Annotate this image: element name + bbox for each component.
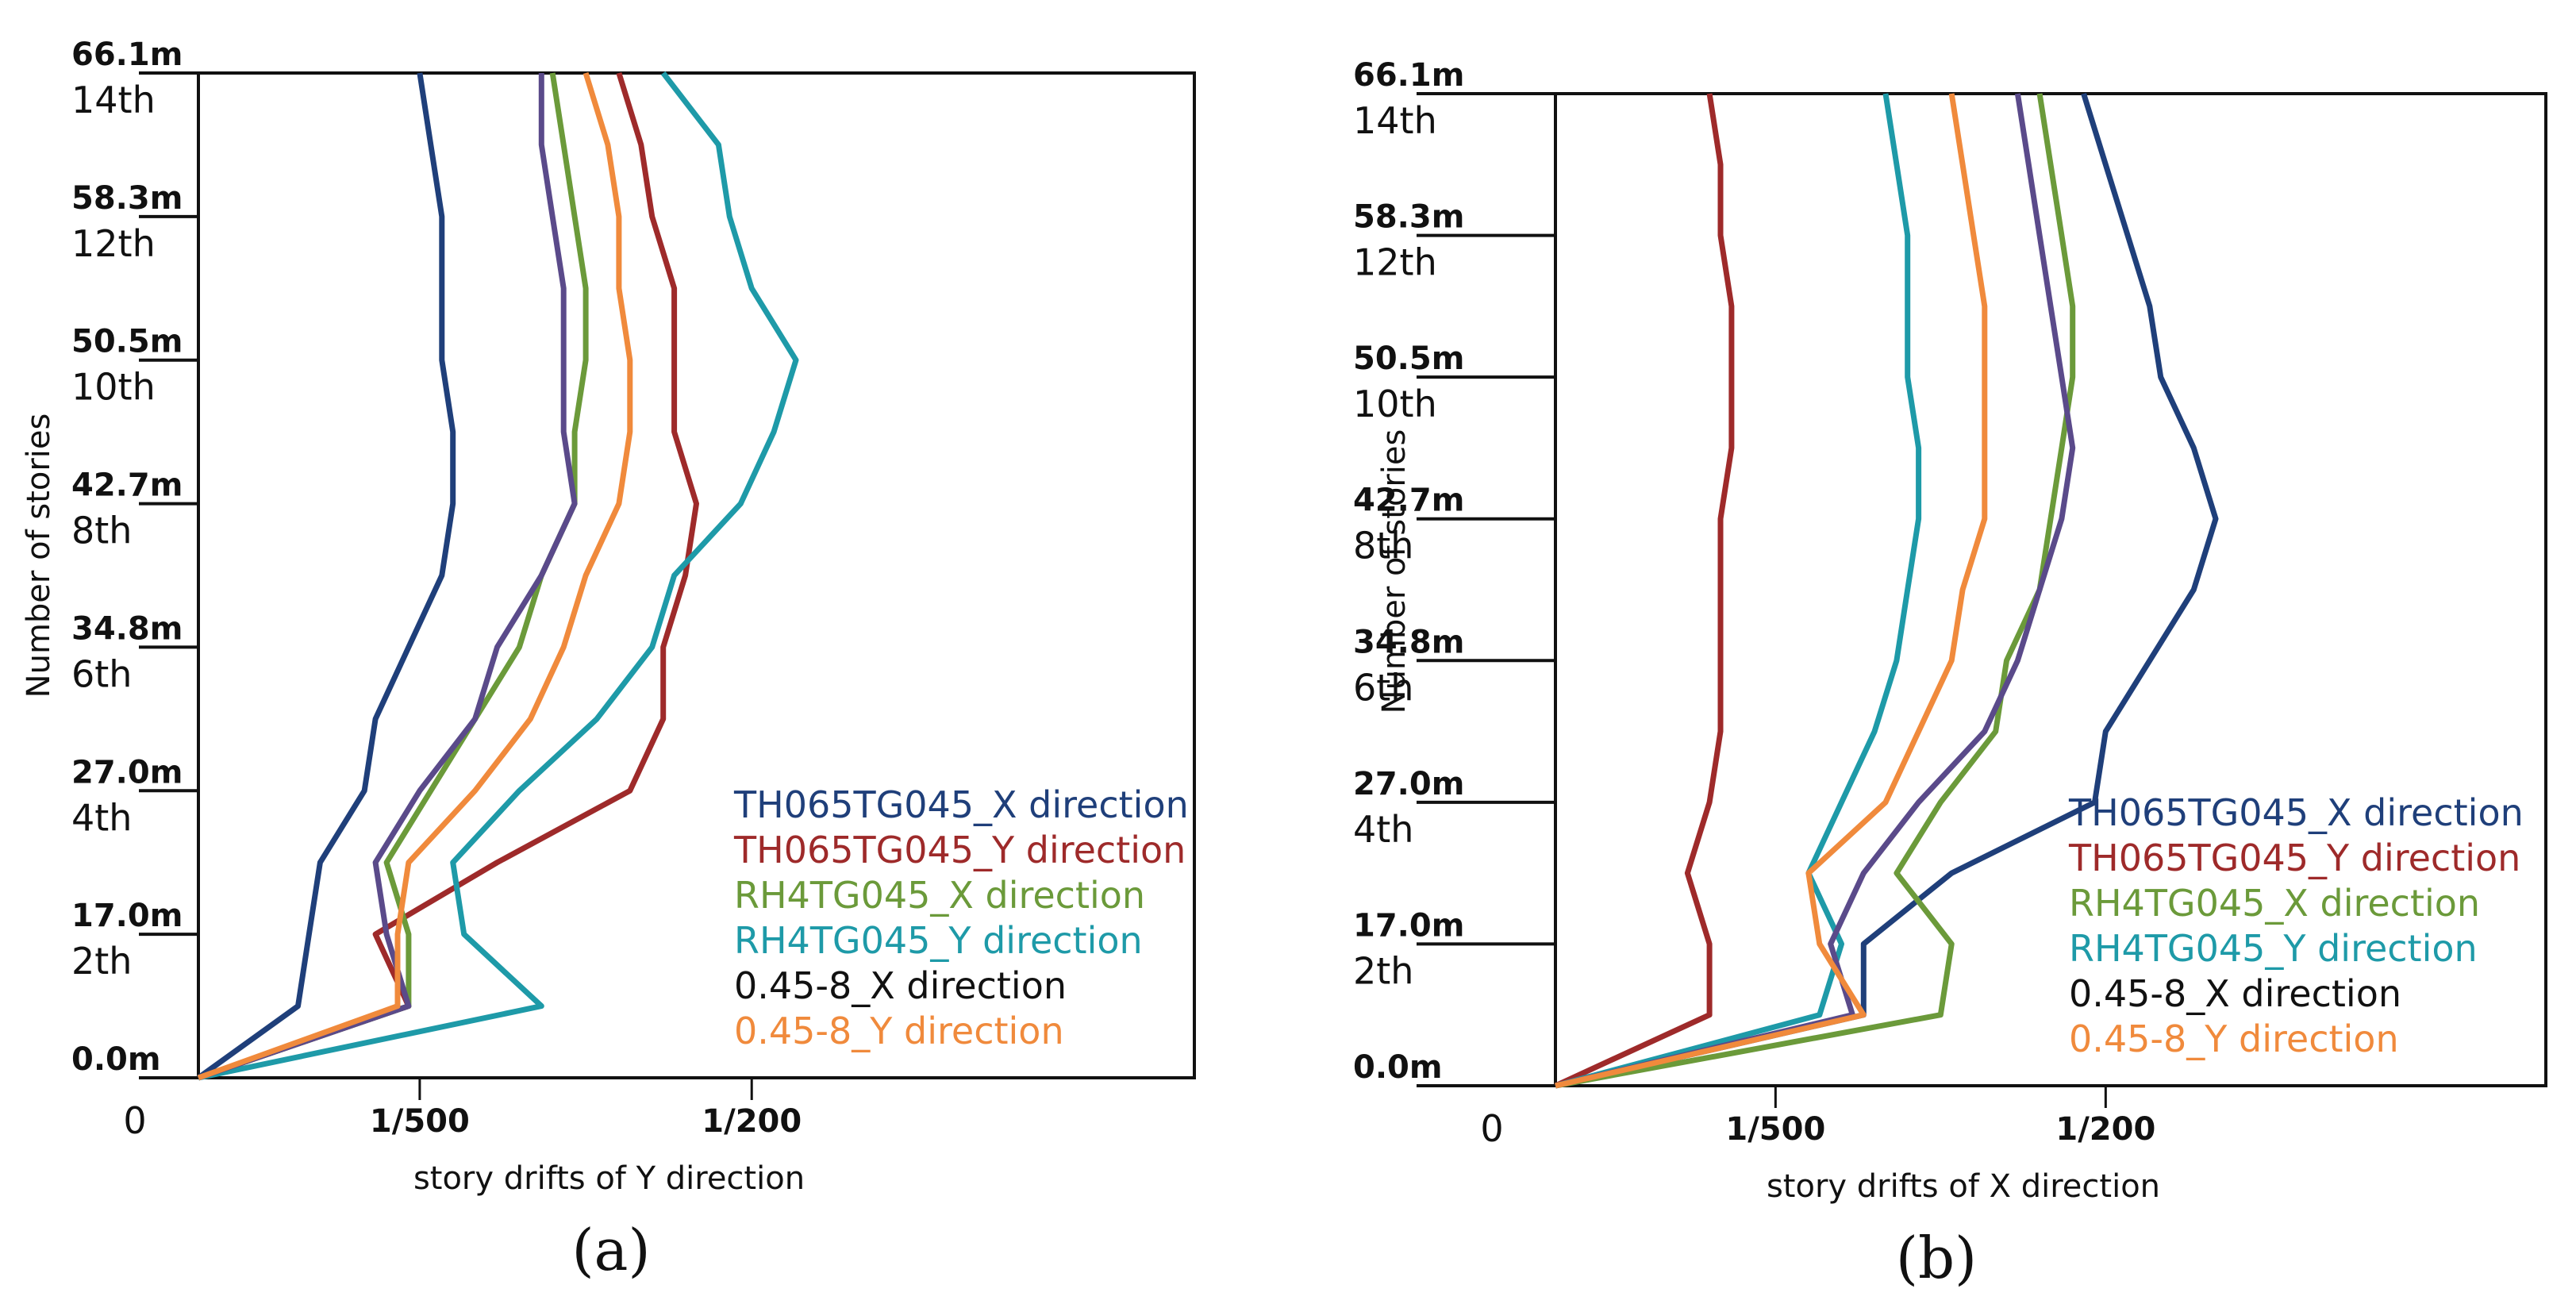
series-line [1555, 92, 2219, 1089]
elevation-label: 27.0m [1353, 766, 1464, 802]
legend-entry: 0.45-8_X direction [2069, 972, 2401, 1015]
legend-entry: 0.45-8_Y direction [2069, 1017, 2399, 1060]
series-line [1554, 93, 1735, 1089]
elevation-label: 17.0m [71, 898, 183, 934]
chart-panel-b: 0.0m 17.0m 2th 27.0m 4th 34.8m 6th 42.7m 8th 50.5… [1353, 57, 2547, 1291]
legend-entry: 0.45-8_X direction [734, 964, 1067, 1007]
series-line [1555, 93, 2076, 1089]
series-line [197, 71, 699, 1081]
x-origin-label: 0 [1480, 1107, 1503, 1150]
legend-entry: TH065TG045_Y direction [2068, 837, 2520, 879]
y-axis-title: Number of stories [21, 414, 57, 698]
story-label: 12th [1353, 241, 1437, 284]
story-label: 10th [1353, 383, 1437, 425]
x-tick-label: 1/500 [1725, 1111, 1825, 1148]
series-line [198, 71, 799, 1081]
series-line [1555, 93, 1922, 1089]
panel-label: (b) [1896, 1225, 1977, 1291]
x-tick-label: 1/200 [702, 1103, 802, 1140]
story-label: 6th [1353, 666, 1413, 709]
story-label: 2th [71, 940, 132, 983]
series-line [1555, 93, 2076, 1089]
elevation-label: 0.0m [1353, 1049, 1443, 1086]
story-label: 10th [71, 366, 156, 409]
elevation-label: 27.0m [71, 754, 183, 790]
elevation-label: 50.5m [71, 324, 183, 360]
story-label: 14th [1353, 99, 1437, 142]
elevation-label: 50.5m [1353, 340, 1464, 377]
story-label: 2th [1353, 949, 1413, 992]
legend-entry: TH065TG045_Y direction [733, 829, 1186, 871]
panel-label: (a) [571, 1217, 650, 1283]
series-line [197, 71, 633, 1081]
story-label: 14th [71, 79, 156, 121]
elevation-label: 58.3m [71, 180, 183, 217]
elevation-label: 34.8m [71, 610, 183, 647]
elevation-label: 0.0m [71, 1041, 161, 1078]
series-line [197, 73, 578, 1081]
x-origin-label: 0 [123, 1099, 146, 1142]
elevation-label: 66.1m [1353, 57, 1464, 94]
plot-frame [1554, 92, 2547, 1087]
x-axis-title: story drifts of X direction [1767, 1168, 2160, 1205]
story-label: 8th [1353, 525, 1413, 567]
x-axis-title: story drifts of Y direction [413, 1160, 805, 1197]
x-tick-label: 1/500 [370, 1103, 470, 1140]
elevation-label: 58.3m [1353, 199, 1464, 236]
story-label: 12th [71, 222, 156, 265]
plot-frame [197, 71, 1196, 1079]
chart-panel-a: 0.0m 17.0m 2th 27.0m 4th 34.8m 6th 42.7m 8th 50.5… [21, 37, 1196, 1283]
legend-entry: RH4TG045_X direction [2069, 882, 2480, 925]
elevation-label: 42.7m [71, 467, 183, 504]
series-line [1555, 93, 1988, 1089]
elevation-label: 17.0m [1353, 907, 1464, 944]
story-label: 8th [71, 510, 132, 552]
x-tick-label: 1/200 [2055, 1111, 2155, 1148]
legend-entry: RH4TG045_Y direction [734, 919, 1143, 962]
elevation-label: 34.8m [1353, 624, 1464, 660]
legend-entry: 0.45-8_Y direction [734, 1010, 1064, 1052]
story-label: 6th [71, 652, 132, 695]
legend-entry: TH065TG045_X direction [733, 783, 1189, 826]
legend-entry: RH4TG045_X direction [734, 874, 1145, 917]
series-line [196, 72, 456, 1080]
elevation-label: 42.7m [1353, 483, 1464, 519]
y-axis-title: Number of stories [1376, 429, 1413, 714]
story-label: 4th [71, 796, 132, 839]
legend-entry: RH4TG045_Y direction [2069, 927, 2478, 970]
story-label: 4th [1353, 808, 1413, 851]
legend-entry: TH065TG045_X direction [2068, 791, 2524, 834]
elevation-label: 66.1m [71, 37, 183, 73]
